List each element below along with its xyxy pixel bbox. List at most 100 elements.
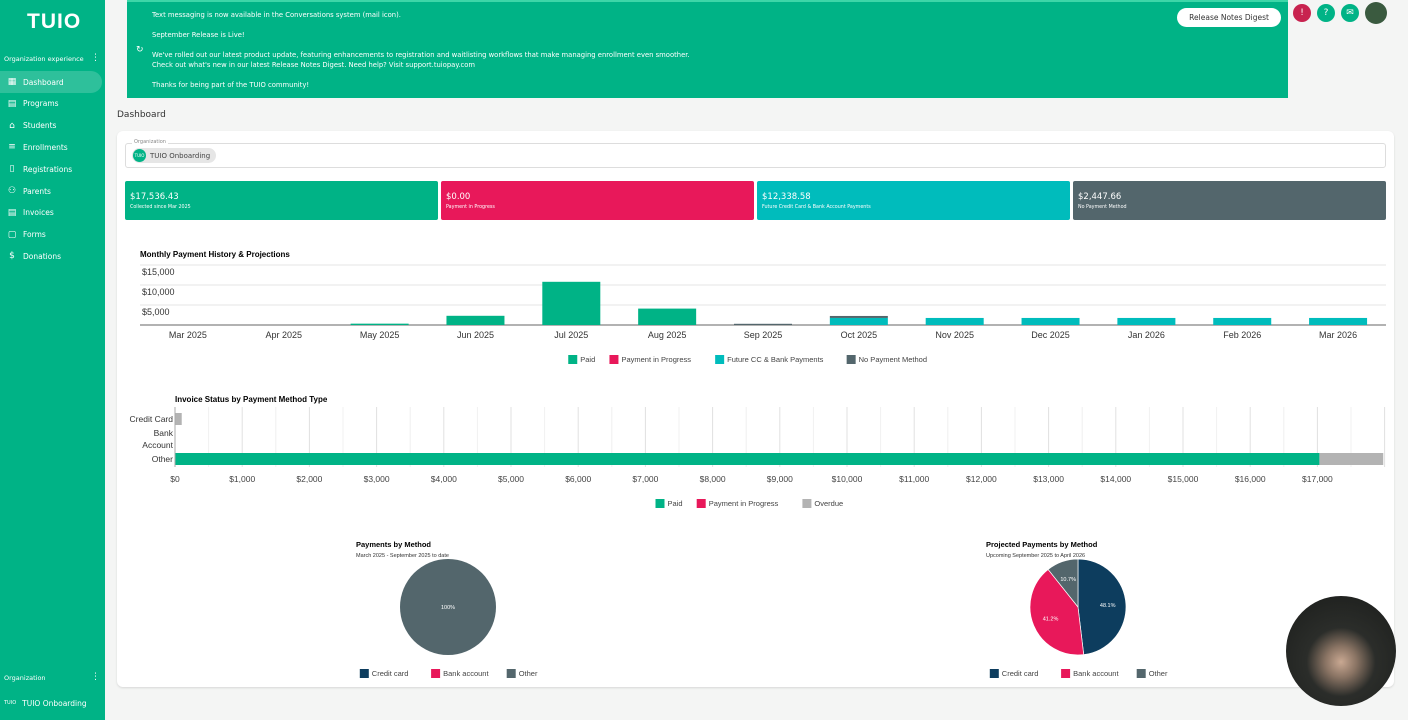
x-tick-label: $1,000 xyxy=(229,474,255,484)
legend-label: Bank account xyxy=(443,669,489,678)
legend-label: Bank account xyxy=(1073,669,1119,678)
sidebar-item-label: Dashboard xyxy=(23,77,64,87)
graduation-cap-icon: ⌂ xyxy=(9,120,15,131)
more-menu-icon[interactable]: ⋮ xyxy=(91,672,100,682)
page-title: Dashboard xyxy=(117,110,166,120)
document-icon: ▯ xyxy=(9,164,15,175)
alert-icon[interactable]: ! xyxy=(1293,4,1311,22)
y-tick-label: $15,000 xyxy=(142,267,175,277)
sidebar-item-invoices[interactable]: ▤ Invoices xyxy=(0,202,102,224)
invoice-icon: ▤ xyxy=(7,207,17,218)
x-tick-label: Mar 2025 xyxy=(169,330,207,340)
bar-paid xyxy=(175,453,1320,465)
pie-slice-cc xyxy=(1077,558,1127,656)
x-tick-label: $12,000 xyxy=(966,474,997,484)
x-tick-label: $5,000 xyxy=(498,474,524,484)
sidebar-item-forms[interactable]: ▢ Forms xyxy=(0,224,102,246)
stat-card: $0.00 Payment in Progress xyxy=(441,181,754,220)
x-tick-label: Oct 2025 xyxy=(841,330,878,340)
release-notes-button[interactable]: Release Notes Digest xyxy=(1177,8,1281,27)
pie-label: 10.7% xyxy=(1060,577,1076,583)
sidebar-item-programs[interactable]: ▤ Programs xyxy=(0,93,102,115)
sidebar: TUIO Organization experience ⋮ ▦ Dashboard… xyxy=(0,0,105,720)
banner-line: We've rolled out our latest product upda… xyxy=(152,51,690,59)
pie-label: 41.2% xyxy=(1043,616,1059,622)
stat-label: No Payment Method xyxy=(1078,205,1127,210)
help-icon[interactable]: ? xyxy=(1317,4,1335,22)
sidebar-item-label: Registrations xyxy=(23,164,73,174)
organization-field[interactable]: Organization TUIO TUIO Onboarding xyxy=(125,139,1386,168)
legend-swatch xyxy=(802,499,812,508)
y-tick-label: Credit Card xyxy=(130,414,174,424)
stat-label: Payment in Progress xyxy=(446,205,495,210)
bar-future xyxy=(829,317,888,325)
org-badge: TUIO xyxy=(4,700,17,706)
bar-paid xyxy=(446,315,505,325)
pie-slice-other xyxy=(1047,558,1079,609)
form-icon: ▢ xyxy=(7,229,17,240)
clipboard-icon: ▤ xyxy=(7,98,17,109)
sidebar-item-registrations[interactable]: ▯ Registrations xyxy=(0,158,102,180)
x-tick-label: Mar 2026 xyxy=(1319,330,1357,340)
bar-paid xyxy=(350,323,409,325)
sidebar-item-label: Donations xyxy=(23,251,61,261)
y-tick-label: Account xyxy=(142,440,173,450)
legend-swatch xyxy=(609,355,619,364)
org-avatar: TUIO xyxy=(133,149,146,162)
x-tick-label: $8,000 xyxy=(700,474,726,484)
section-label: Organization xyxy=(4,674,46,682)
x-tick-label: $4,000 xyxy=(431,474,457,484)
legend-swatch xyxy=(696,499,706,508)
organization-field-label: Organization xyxy=(132,139,168,145)
mail-icon[interactable]: ✉ xyxy=(1341,4,1359,22)
legend-swatch xyxy=(1061,669,1071,678)
history-icon: ↻ xyxy=(136,45,144,55)
legend-label: Payment in Progress xyxy=(709,499,779,508)
org-switcher[interactable]: TUIO TUIO Onboarding xyxy=(0,692,102,714)
tuio-logo[interactable]: TUIO xyxy=(27,10,82,33)
legend-label: Overdue xyxy=(814,499,843,508)
legend-swatch xyxy=(715,355,725,364)
bar-none xyxy=(734,323,792,325)
people-icon: ⚇ xyxy=(7,186,17,196)
stat-card: $2,447.66 No Payment Method xyxy=(1073,181,1386,220)
sidebar-item-donations[interactable]: $ Donations xyxy=(0,245,102,267)
legend-label: Credit card xyxy=(372,669,409,678)
x-tick-label: Sep 2025 xyxy=(744,330,783,340)
chart-title: Invoice Status by Payment Method Type xyxy=(175,395,328,404)
x-tick-label: Aug 2025 xyxy=(648,330,687,340)
sidebar-item-parents[interactable]: ⚇ Parents xyxy=(0,180,102,202)
sidebar-item-label: Parents xyxy=(23,186,51,196)
legend-label: No Payment Method xyxy=(859,355,927,364)
list-icon: ≡ xyxy=(8,142,16,153)
bar-overdue xyxy=(1319,453,1384,465)
sidebar-item-dashboard[interactable]: ▦ Dashboard xyxy=(0,71,102,93)
stat-value: $0.00 xyxy=(446,192,471,202)
org-name: TUIO Onboarding xyxy=(22,698,87,708)
x-tick-label: Jul 2025 xyxy=(554,330,588,340)
legend-swatch xyxy=(431,669,441,678)
sidebar-item-students[interactable]: ⌂ Students xyxy=(0,115,102,137)
legend-label: Future CC & Bank Payments xyxy=(727,355,824,364)
charts-canvas: Monthly Payment History & Projections $5,… xyxy=(130,250,1386,678)
x-tick-label: $13,000 xyxy=(1033,474,1064,484)
pie-slice-other xyxy=(400,559,496,655)
pie-label: 100% xyxy=(441,605,455,611)
organization-chip[interactable]: TUIO TUIO Onboarding xyxy=(132,148,217,163)
sidebar-item-label: Forms xyxy=(23,230,46,240)
bar-future xyxy=(1309,317,1368,325)
x-tick-label: $14,000 xyxy=(1100,474,1131,484)
bar-future xyxy=(1021,317,1080,325)
y-tick-label: Bank xyxy=(154,428,174,438)
sidebar-item-enrollments[interactable]: ≡ Enrollments xyxy=(0,136,102,158)
banner-line: Check out what's new in our latest Relea… xyxy=(152,61,476,69)
stat-label: Collected since Mar 2025 xyxy=(130,205,191,210)
legend-swatch xyxy=(506,669,516,678)
pie-title: Projected Payments by Method xyxy=(986,540,1098,549)
user-avatar[interactable] xyxy=(1365,2,1387,24)
x-tick-label: Feb 2026 xyxy=(1223,330,1261,340)
legend-swatch xyxy=(655,499,665,508)
more-menu-icon[interactable]: ⋮ xyxy=(91,53,100,63)
stat-card: $12,338.58 Future Credit Card & Bank Acco… xyxy=(757,181,1070,220)
x-tick-label: $9,000 xyxy=(767,474,793,484)
